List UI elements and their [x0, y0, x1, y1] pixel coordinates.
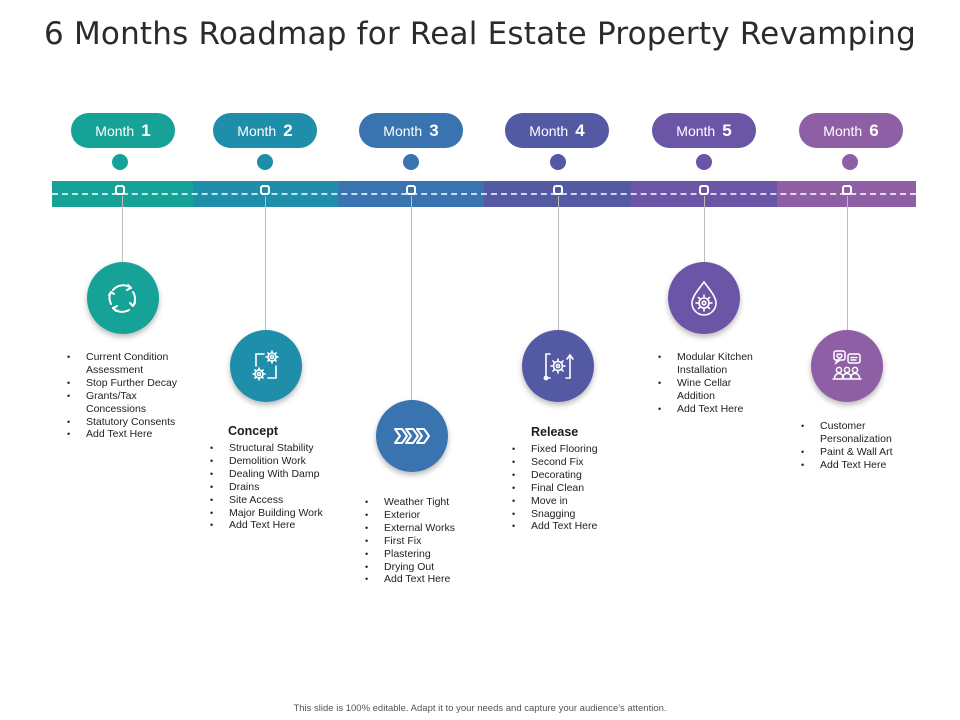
list-item: Add Text Here: [210, 519, 328, 532]
connector-line-3: [411, 196, 412, 400]
people-feedback-icon: [832, 350, 862, 380]
month-6-dot: [842, 154, 858, 170]
list-item: Add Text Here: [658, 403, 770, 416]
month-6-icon-circle: [811, 330, 883, 402]
month-label: Month: [237, 122, 277, 139]
month-1-icon-circle: [87, 262, 159, 334]
timeline-node-1: [115, 185, 125, 195]
connector-line-5: [704, 196, 705, 262]
list-item: Drains: [210, 481, 328, 494]
list-item: Customer Personalization: [801, 420, 901, 446]
list-item: Final Clean: [512, 482, 630, 495]
month-2-heading: Concept: [228, 424, 278, 438]
month-2-dot: [257, 154, 273, 170]
month-3-list: Weather Tight Exterior External Works Fi…: [365, 496, 483, 586]
list-item: Add Text Here: [365, 573, 483, 586]
month-5-dot: [696, 154, 712, 170]
month-3-pill: Month 3: [359, 113, 463, 148]
circular-arrows-icon: [108, 284, 136, 313]
list-item: Exterior: [365, 509, 483, 522]
month-label: Month: [383, 122, 423, 139]
month-5-list: Modular Kitchen Installation Wine Cellar…: [658, 351, 770, 416]
list-item: Major Building Work: [210, 507, 328, 520]
chevrons-icon: [394, 428, 430, 444]
month-5-pill: Month 5: [652, 113, 756, 148]
list-item: Current Condition Assessment: [67, 351, 189, 377]
month-6-pill: Month 6: [799, 113, 903, 148]
month-4-heading: Release: [531, 425, 579, 439]
list-item: Snagging: [512, 508, 630, 521]
connector-line-4: [558, 196, 559, 330]
month-label: Month: [676, 122, 716, 139]
list-item: Structural Stability: [210, 442, 328, 455]
list-item: Drying Out: [365, 561, 483, 574]
month-label: Month: [95, 122, 135, 139]
month-4-list: Fixed Flooring Second Fix Decorating Fin…: [512, 443, 630, 533]
month-2-list: Structural Stability Demolition Work Dea…: [210, 442, 328, 532]
month-4-pill: Month 4: [505, 113, 609, 148]
month-1-list: Current Condition Assessment Stop Furthe…: [67, 351, 189, 441]
month-4-icon-circle: [522, 330, 594, 402]
month-3-icon-circle: [376, 400, 448, 472]
month-1-dot: [112, 154, 128, 170]
list-item: Add Text Here: [512, 520, 630, 533]
list-item: First Fix: [365, 535, 483, 548]
list-item: Decorating: [512, 469, 630, 482]
connector-line-1: [122, 196, 123, 262]
list-item: Weather Tight: [365, 496, 483, 509]
list-item: Add Text Here: [67, 428, 189, 441]
month-4-dot: [550, 154, 566, 170]
month-2-pill: Month 2: [213, 113, 317, 148]
timeline-node-4: [553, 185, 563, 195]
drop-gear-icon: [691, 280, 717, 316]
list-item: Statutory Consents: [67, 416, 189, 429]
month-5-icon-circle: [668, 262, 740, 334]
month-number: 2: [283, 120, 293, 140]
month-1-pill: Month 1: [71, 113, 175, 148]
footer-note: This slide is 100% editable. Adapt it to…: [293, 703, 667, 714]
timeline-node-3: [406, 185, 416, 195]
timeline-node-6: [842, 185, 852, 195]
month-6-list: Customer Personalization Paint & Wall Ar…: [801, 420, 901, 472]
month-number: 5: [722, 120, 732, 140]
list-item: Site Access: [210, 494, 328, 507]
timeline-node-5: [699, 185, 709, 195]
month-2-icon-circle: [230, 330, 302, 402]
gears-flow-icon: [252, 350, 279, 381]
connector-line-2: [265, 196, 266, 330]
month-number: 3: [429, 120, 439, 140]
list-item: Paint & Wall Art: [801, 446, 901, 459]
list-item: Add Text Here: [801, 459, 901, 472]
connector-line-6: [847, 196, 848, 330]
process-gear-icon: [543, 353, 574, 381]
list-item: Second Fix: [512, 456, 630, 469]
timeline-dashes: [52, 193, 916, 195]
slide-title: 6 Months Roadmap for Real Estate Propert…: [44, 16, 916, 52]
month-number: 1: [141, 120, 151, 140]
list-item: Fixed Flooring: [512, 443, 630, 456]
list-item: Demolition Work: [210, 455, 328, 468]
list-item: Stop Further Decay: [67, 377, 189, 390]
list-item: External Works: [365, 522, 483, 535]
list-item: Grants/Tax Concessions: [67, 390, 189, 416]
month-number: 4: [575, 120, 585, 140]
month-label: Month: [529, 122, 569, 139]
month-3-dot: [403, 154, 419, 170]
month-number: 6: [869, 120, 879, 140]
list-item: Plastering: [365, 548, 483, 561]
timeline-node-2: [260, 185, 270, 195]
list-item: Dealing With Damp: [210, 468, 328, 481]
list-item: Wine Cellar Addition: [658, 377, 770, 403]
list-item: Modular Kitchen Installation: [658, 351, 770, 377]
list-item: Move in: [512, 495, 630, 508]
month-label: Month: [823, 122, 863, 139]
